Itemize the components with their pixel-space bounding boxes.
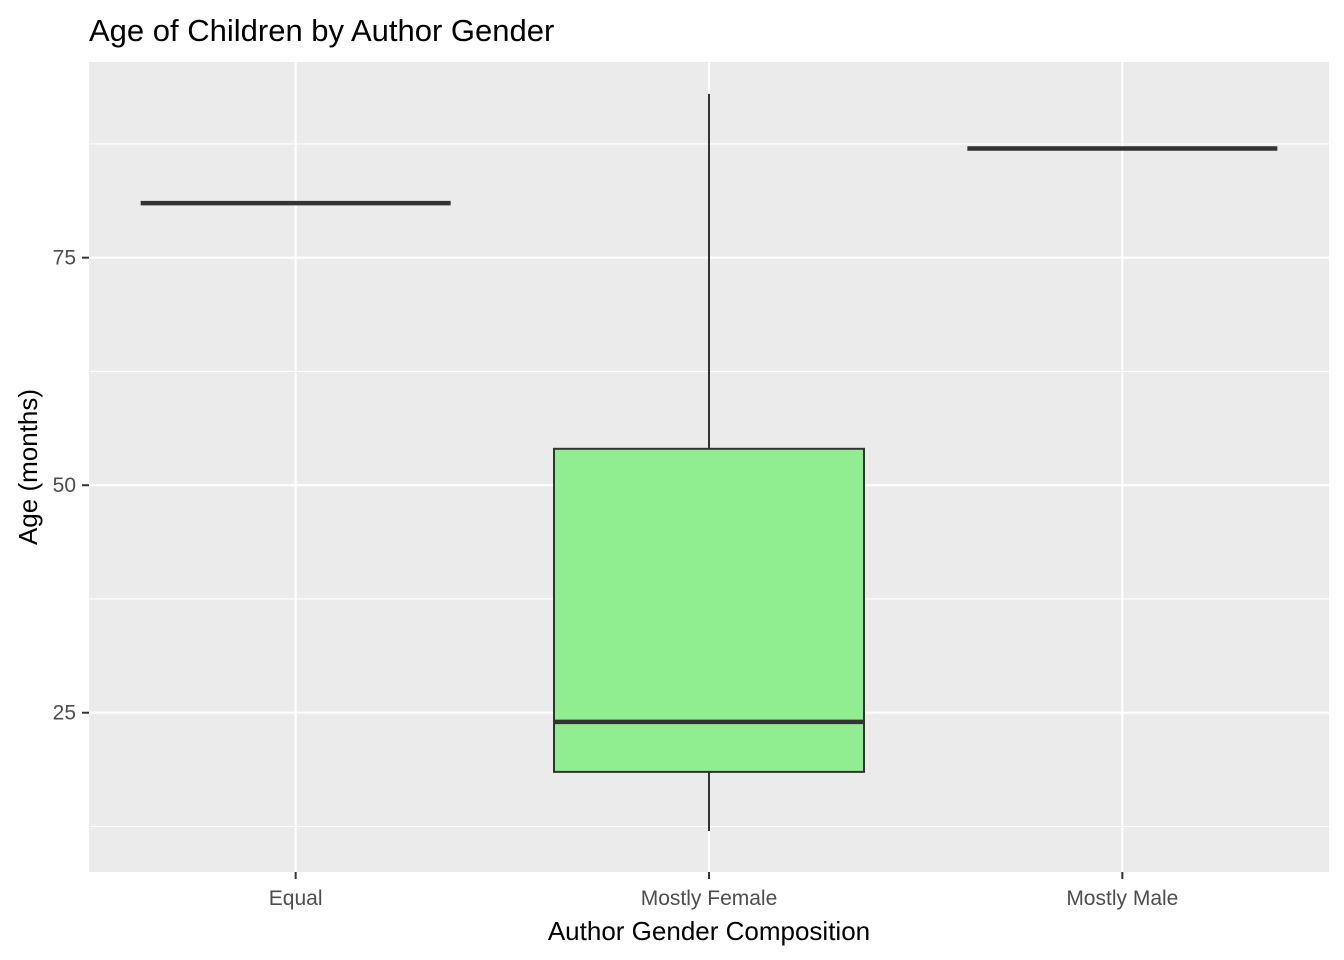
axis-layer: 25 50 75 Equal Mostly Female Mostly Male: [53, 247, 1179, 910]
box-body: [553, 447, 865, 773]
y-axis-title: Age (months): [13, 389, 43, 545]
y-tick-label: 25: [53, 702, 76, 725]
x-tick-label: Mostly Female: [641, 887, 778, 910]
x-axis-title: Author Gender Composition: [548, 916, 870, 946]
y-tick-label: 75: [53, 247, 76, 270]
box-layer: [140, 93, 1278, 832]
chart-title: Age of Children by Author Gender: [89, 13, 554, 48]
x-tick-label: Equal: [269, 887, 323, 910]
box-mostly-female: [553, 93, 865, 832]
x-tick-label: Mostly Male: [1066, 887, 1178, 910]
y-tick-label: 50: [53, 474, 76, 497]
